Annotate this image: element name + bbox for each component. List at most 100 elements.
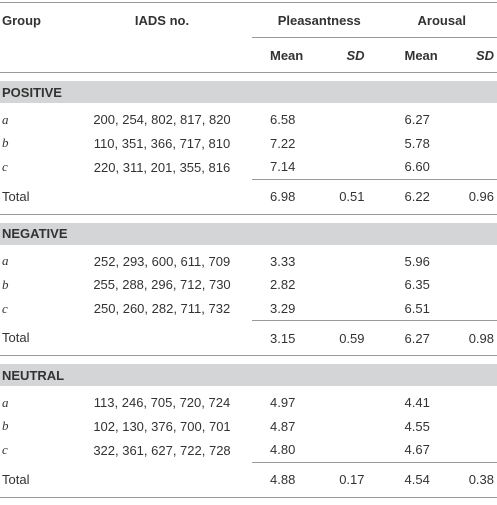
pleasantness-mean: 7.22 [252,132,313,156]
subheader-cell: SD [436,38,497,73]
spacer [0,356,497,365]
arousal-mean: 4.55 [375,415,436,439]
arousal-mean: 6.27 [375,103,436,132]
arousal-mean: 6.51 [375,297,436,321]
section-title: NEGATIVE [0,223,497,245]
pleasantness-mean: 6.58 [252,103,313,132]
pleasantness-sd [313,386,374,415]
spacer [0,214,497,223]
group-cell: b [0,132,72,156]
arousal-sd: 0.96 [436,179,497,214]
header-row: Group IADS no. Pleasantness Arousal [0,3,497,38]
iads-cell: 200, 254, 802, 817, 820 [72,103,252,132]
arousal-sd: 0.38 [436,462,497,497]
total-label: Total [0,179,72,214]
iads-cell: 220, 311, 201, 355, 816 [72,155,252,179]
pleasantness-mean: 4.88 [252,462,313,497]
iads-cell: 250, 260, 282, 711, 732 [72,297,252,321]
pleasantness-sd [313,273,374,297]
group-cell: a [0,386,72,415]
header-cell: Pleasantness [252,3,375,38]
iads-cell [72,179,252,214]
pleasantness-mean: 4.80 [252,438,313,462]
pleasantness-sd: 0.17 [313,462,374,497]
group-cell: c [0,438,72,462]
iads-cell: 113, 246, 705, 720, 724 [72,386,252,415]
arousal-mean: 6.22 [375,179,436,214]
arousal-sd [436,415,497,439]
group-cell: a [0,245,72,274]
arousal-mean: 6.35 [375,273,436,297]
pleasantness-mean: 4.87 [252,415,313,439]
spacer [0,73,497,82]
arousal-sd [436,297,497,321]
header-cell: Arousal [375,3,497,38]
arousal-mean: 4.54 [375,462,436,497]
iads-cell: 110, 351, 366, 717, 810 [72,132,252,156]
pleasantness-sd [313,155,374,179]
arousal-sd [436,132,497,156]
group-cell: a [0,103,72,132]
subheader-row: Mean SD Mean SD [0,38,497,73]
pleasantness-sd [313,103,374,132]
pleasantness-sd: 0.59 [313,321,374,356]
pleasantness-mean: 3.29 [252,297,313,321]
section-title: POSITIVE [0,81,497,103]
group-cell: b [0,273,72,297]
spacer-row [0,214,497,223]
total-label: Total [0,321,72,356]
pleasantness-mean: 6.98 [252,179,313,214]
arousal-sd [436,438,497,462]
arousal-mean: 5.78 [375,132,436,156]
group-cell: c [0,297,72,321]
pleasantness-sd [313,132,374,156]
arousal-sd [436,155,497,179]
section-row: NEUTRAL [0,364,497,386]
pleasantness-mean: 7.14 [252,155,313,179]
subheader-cell: SD [313,38,374,73]
subheader-cell: Mean [252,38,313,73]
section-title: NEUTRAL [0,364,497,386]
pleasantness-mean: 3.33 [252,245,313,274]
spacer-row [0,73,497,82]
arousal-sd [436,273,497,297]
arousal-mean: 4.67 [375,438,436,462]
arousal-mean: 6.60 [375,155,436,179]
spacer-row [0,356,497,365]
iads-cell: 102, 130, 376, 700, 701 [72,415,252,439]
iads-cell: 252, 293, 600, 611, 709 [72,245,252,274]
pleasantness-mean: 3.15 [252,321,313,356]
arousal-sd: 0.98 [436,321,497,356]
header-cell: IADS no. [72,3,252,38]
arousal-sd [436,103,497,132]
arousal-mean: 6.27 [375,321,436,356]
iads-cell: 255, 288, 296, 712, 730 [72,273,252,297]
pleasantness-sd [313,415,374,439]
group-cell: c [0,155,72,179]
subheader-cell: Mean [375,38,436,73]
iads-cell [72,462,252,497]
iads-cell: 322, 361, 627, 722, 728 [72,438,252,462]
iads-cell [72,321,252,356]
group-cell: b [0,415,72,439]
pleasantness-mean: 4.97 [252,386,313,415]
arousal-mean: 4.41 [375,386,436,415]
total-label: Total [0,462,72,497]
arousal-sd [436,245,497,274]
arousal-mean: 5.96 [375,245,436,274]
